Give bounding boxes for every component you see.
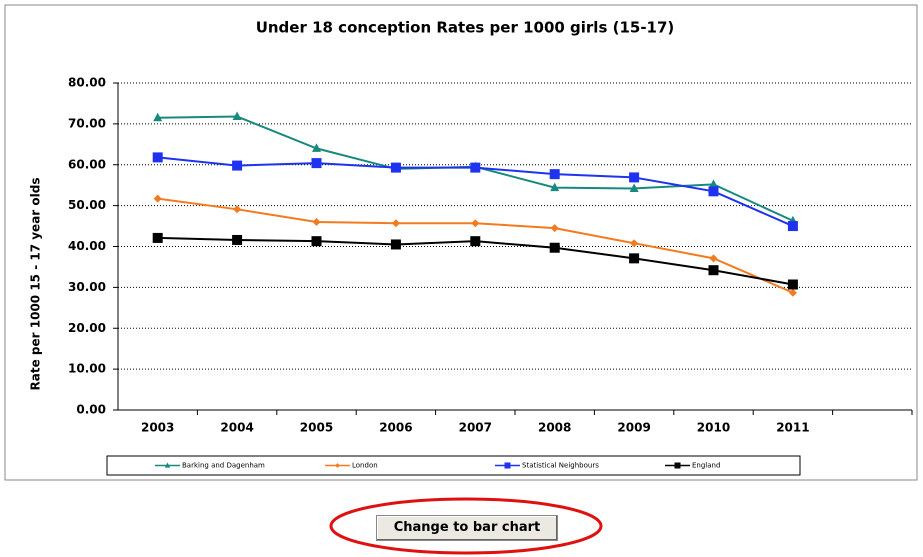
highlight-ellipse — [329, 497, 603, 555]
legend-label: England — [692, 462, 720, 470]
legend-label: Statistical Neighbours — [522, 462, 599, 470]
data-point — [312, 217, 321, 226]
data-point — [787, 221, 798, 232]
x-tick-label: 2007 — [459, 421, 492, 435]
data-point — [549, 242, 560, 253]
data-point — [232, 111, 242, 121]
y-tick-label: 70.00 — [68, 116, 106, 130]
legend-marker — [164, 462, 171, 468]
data-point — [708, 265, 719, 276]
y-tick-label: 20.00 — [68, 321, 106, 335]
data-point — [152, 152, 163, 163]
data-point — [550, 182, 560, 192]
data-point — [153, 194, 162, 203]
y-tick-label: 0.00 — [76, 403, 106, 417]
data-point — [470, 162, 481, 173]
data-point — [787, 279, 798, 290]
y-axis-label: Rate per 1000 15 - 17 year olds — [29, 178, 43, 391]
data-point — [233, 205, 242, 214]
data-point — [471, 219, 480, 228]
y-tick-label: 50.00 — [68, 198, 106, 212]
x-tick-label: 2005 — [300, 421, 333, 435]
data-point — [629, 172, 640, 183]
data-point — [709, 179, 718, 188]
y-tick-label: 10.00 — [68, 362, 106, 376]
data-point — [629, 253, 640, 264]
x-tick-label: 2003 — [141, 421, 174, 435]
data-point — [391, 219, 400, 228]
legend-marker — [674, 462, 681, 469]
data-point — [390, 239, 401, 250]
y-tick-label: 80.00 — [68, 76, 106, 90]
data-point — [549, 169, 560, 180]
x-tick-label: 2006 — [379, 421, 412, 435]
data-point — [152, 232, 163, 243]
y-tick-label: 40.00 — [68, 239, 106, 253]
data-point — [470, 236, 481, 247]
data-point — [311, 236, 322, 247]
legend-marker — [504, 462, 511, 469]
x-tick-label: 2010 — [697, 421, 730, 435]
change-chart-button[interactable]: Change to bar chart — [376, 515, 558, 541]
data-point — [153, 112, 163, 122]
data-point — [390, 162, 401, 173]
data-point — [232, 160, 243, 171]
x-tick-label: 2008 — [538, 421, 571, 435]
data-point — [788, 288, 797, 297]
x-tick-label: 2004 — [220, 421, 253, 435]
chart-title: Under 18 conception Rates per 1000 girls… — [256, 19, 675, 37]
data-point — [312, 143, 321, 152]
legend-box — [106, 455, 801, 476]
data-point — [629, 183, 639, 192]
data-point — [550, 224, 559, 233]
data-point — [232, 234, 243, 245]
x-tick-label: 2009 — [617, 421, 650, 435]
legend-label: Barking and Dagenham — [182, 462, 265, 470]
x-tick-label: 2011 — [776, 421, 809, 435]
data-point — [708, 186, 719, 197]
data-point — [709, 254, 718, 263]
y-tick-label: 30.00 — [68, 280, 106, 294]
legend-label: London — [352, 462, 378, 470]
data-point — [311, 158, 322, 169]
data-point — [630, 239, 639, 248]
y-tick-label: 60.00 — [68, 157, 106, 171]
